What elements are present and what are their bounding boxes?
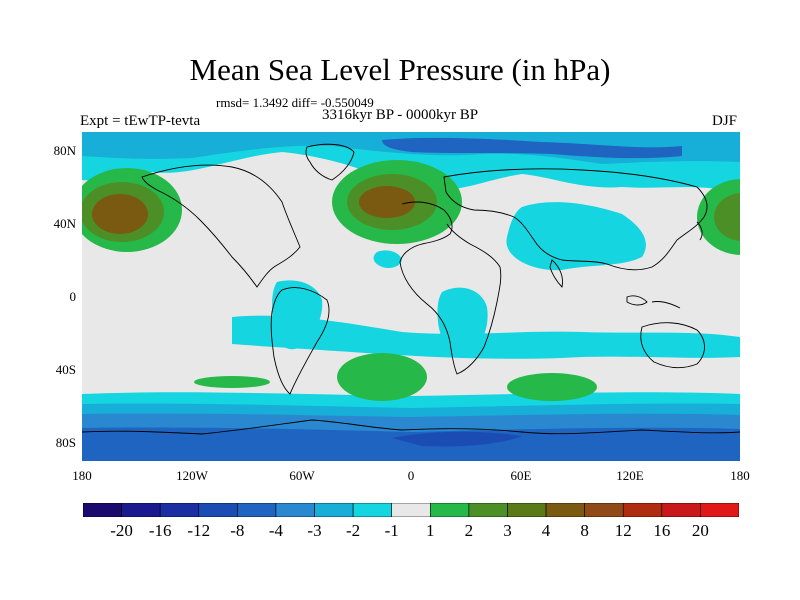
colorbar-box: [314, 503, 354, 517]
colorbar-box: [275, 503, 315, 517]
colorbar-box: [545, 503, 585, 517]
colorbar-box: [391, 503, 431, 517]
southern-mid-negative-band: [232, 315, 740, 359]
colorbar-label: -2: [346, 521, 361, 540]
arctic-deep-patch: [382, 137, 682, 159]
lon-label-120w: 120W: [176, 468, 208, 483]
colorbar-box: [584, 503, 624, 517]
lon-label-60e: 60E: [510, 468, 532, 483]
south-atlantic-high: [337, 353, 427, 401]
atlantic-negative-patch: [373, 250, 402, 268]
colorbar-box: [622, 503, 663, 517]
lat-label-80s: 80S: [55, 435, 76, 450]
lat-label-80n: 80N: [53, 143, 76, 158]
colorbar-label: 8: [580, 521, 589, 540]
colorbar-box: [661, 503, 701, 517]
south-indian-high: [507, 373, 597, 401]
lon-label-180e: 180: [730, 468, 750, 483]
colorbar-label: -8: [230, 521, 245, 540]
colorbar: [83, 503, 739, 517]
pacific-high-west-center: [92, 194, 148, 234]
stats-label: rmsd= 1.3492 diff= -0.550049: [216, 95, 374, 110]
colorbar-box: [468, 503, 508, 517]
asia-negative-region: [506, 202, 646, 271]
colorbar-label: 1: [426, 521, 435, 540]
colorbar-label: -3: [307, 521, 322, 540]
lon-label-0: 0: [407, 468, 415, 483]
colorbar-box: [83, 503, 122, 517]
colorbar-label: -16: [148, 521, 172, 540]
lat-label-0: 0: [69, 289, 77, 304]
colorbar-box: [198, 503, 238, 517]
colorbar-label: 20: [691, 521, 709, 540]
south-pacific-high: [194, 376, 270, 388]
map-title: Mean Sea Level Pressure (in hPa): [189, 52, 611, 87]
colorbar-label: 2: [464, 521, 474, 540]
colorbar-box: [700, 503, 739, 517]
colorbar-label: 4: [541, 521, 551, 540]
colorbar-box: [237, 503, 277, 517]
colorbar-label: -20: [110, 521, 133, 540]
antarctic-deep-patch: [392, 431, 522, 447]
experiment-label: Expt = tEwTP-tevta: [80, 113, 201, 129]
colorbar-box: [507, 503, 547, 517]
pacific-high-east-core: [714, 193, 740, 241]
colorbar-label: -12: [187, 521, 211, 540]
colorbar-box: [121, 503, 161, 517]
colorbar-label: 12: [614, 521, 632, 540]
colorbar-box: [429, 503, 470, 517]
colorbar-box: [159, 503, 200, 517]
colorbar-box: [352, 503, 393, 517]
colorbar-label: -4: [268, 521, 284, 540]
colorbar-label: 3: [503, 521, 512, 540]
antarctic-deep-band: [82, 427, 740, 461]
pressure-map: [82, 132, 740, 461]
lon-label-120e: 120E: [616, 468, 644, 483]
colorbar-label: -1: [384, 521, 399, 540]
lon-label-60w: 60W: [289, 468, 315, 483]
period-label: 3316kyr BP - 0000kyr BP: [322, 107, 479, 123]
lon-label-180w: 180: [72, 468, 92, 483]
season-label: DJF: [712, 113, 738, 129]
coastlines: [82, 143, 740, 435]
colorbar-label: 16: [653, 521, 671, 540]
lat-label-40s: 40S: [55, 362, 76, 377]
lat-label-40n: 40N: [53, 216, 76, 231]
atlantic-high-center: [359, 186, 415, 218]
